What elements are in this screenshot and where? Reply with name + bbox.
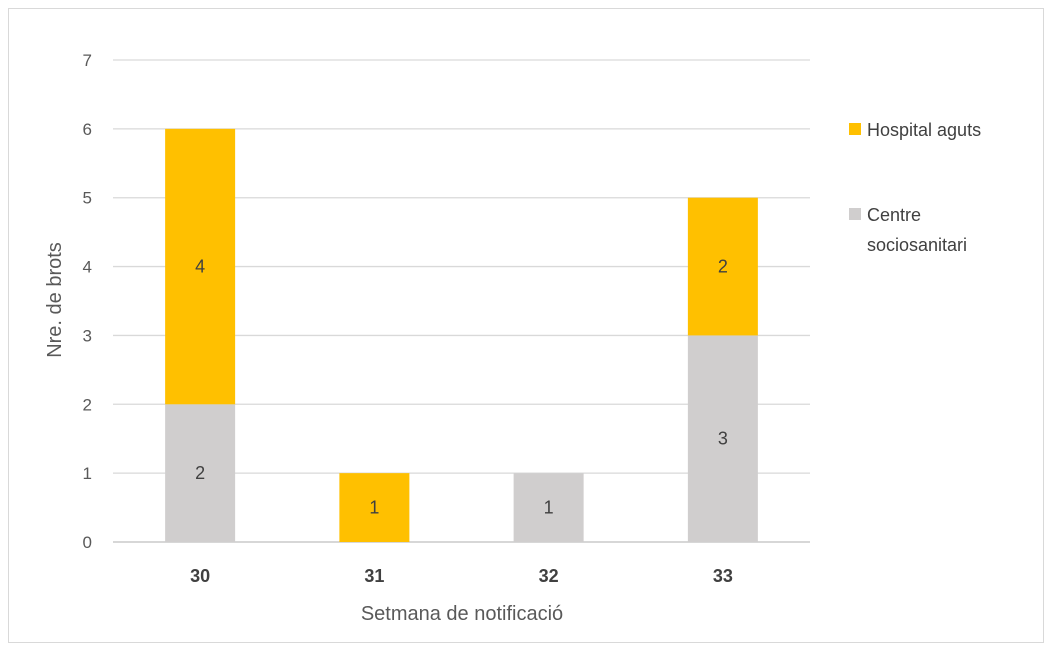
data-label: 1 <box>544 498 554 518</box>
data-label: 3 <box>718 429 728 449</box>
y-tick-label: 4 <box>83 258 92 277</box>
data-label: 4 <box>195 257 205 277</box>
bar-segment <box>687 335 758 542</box>
legend: Hospital aguts Centre sociosanitari <box>849 120 981 255</box>
legend-swatch <box>849 208 861 220</box>
y-axis-title: Nre. de brots <box>44 242 66 358</box>
bars: 2 4 1 1 3 2 <box>165 128 758 542</box>
bar-segment <box>513 473 584 542</box>
y-tick-label: 2 <box>83 395 92 414</box>
x-tick-label: 32 <box>539 566 559 586</box>
legend-label: Centre <box>867 205 921 225</box>
y-tick-label: 1 <box>83 464 92 483</box>
y-tick-label: 7 <box>83 51 92 70</box>
x-axis-title: Setmana de notificació <box>361 603 563 625</box>
bar-segment <box>687 197 758 336</box>
data-label: 2 <box>718 257 728 277</box>
legend-label: sociosanitari <box>867 235 967 255</box>
y-axis-ticks: 0 1 2 3 4 5 6 7 <box>83 51 92 552</box>
data-label: 2 <box>195 463 205 483</box>
y-tick-label: 6 <box>83 120 92 139</box>
data-label: 1 <box>369 498 379 518</box>
x-tick-label: 33 <box>713 566 733 586</box>
legend-swatch <box>849 123 861 135</box>
bar-segment <box>165 404 236 542</box>
x-tick-label: 30 <box>190 566 210 586</box>
bar-segment <box>339 473 410 542</box>
legend-label: Hospital aguts <box>867 120 981 140</box>
y-tick-label: 0 <box>83 533 92 552</box>
y-tick-label: 3 <box>83 326 92 345</box>
bar-segment <box>165 128 236 405</box>
x-axis-ticks: 30 31 32 33 <box>190 566 733 586</box>
y-tick-label: 5 <box>83 189 92 208</box>
x-tick-label: 31 <box>364 566 384 586</box>
